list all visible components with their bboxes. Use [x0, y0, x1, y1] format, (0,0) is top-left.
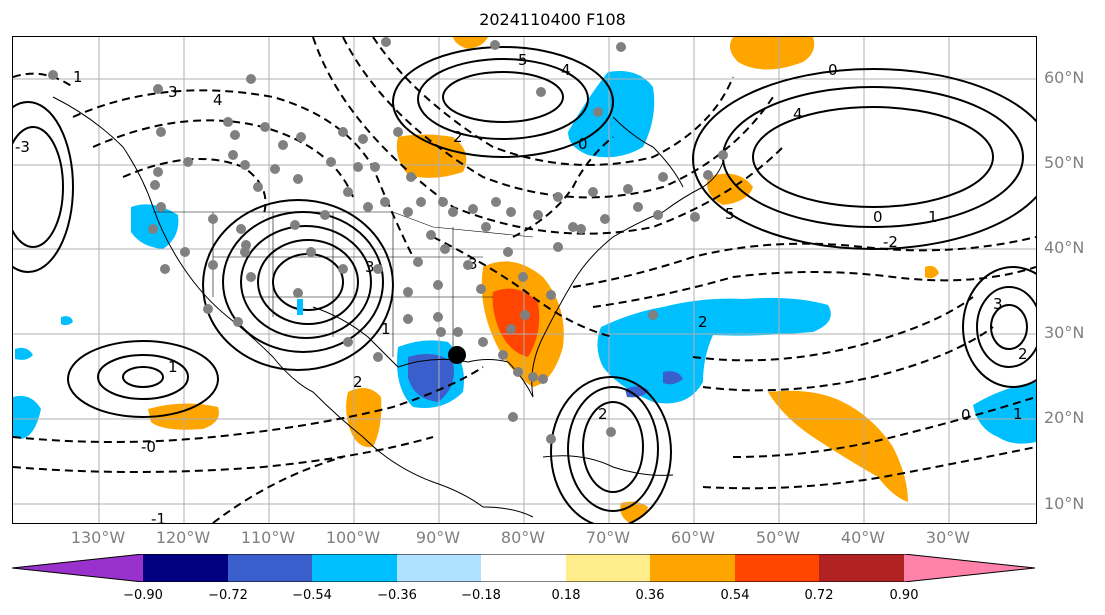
colorbar-tick: −0.90	[123, 588, 163, 603]
colorbar-segment	[904, 554, 1035, 582]
colorbar-segment	[481, 554, 566, 582]
strong-negative-anomaly	[408, 353, 454, 402]
negative-anomaly	[297, 299, 303, 315]
colorbar-tick: 0.72	[804, 588, 834, 603]
contour-label: 0	[828, 61, 838, 79]
contour-label: 0	[961, 406, 971, 424]
contour-label: 2	[598, 405, 608, 423]
contour-label: 4	[213, 91, 223, 109]
positive-anomaly	[346, 388, 382, 448]
contour-label: 1	[928, 208, 938, 226]
contour-label: 1	[1013, 405, 1023, 423]
contour-labels: 5 4 3 2 1 0 -0 -1 5 3 4 1 -3 -2 2 0 3 1 …	[15, 51, 1028, 523]
marked-location-dot	[448, 346, 466, 364]
colorbar-tick: 0.90	[889, 588, 919, 603]
lat-label: 10°N	[1044, 494, 1085, 513]
station-markers	[48, 37, 728, 444]
contour-label: -2	[883, 233, 898, 251]
contour-label: 1	[168, 358, 178, 376]
colorbar-segment	[650, 554, 735, 582]
lon-label: 80°W	[500, 528, 546, 547]
lon-label: 90°W	[415, 528, 461, 547]
strong-negative-anomaly	[663, 371, 683, 385]
lon-label: 120°W	[155, 528, 211, 547]
negative-anomaly	[13, 395, 41, 439]
contour-label: 3	[365, 258, 375, 276]
contour-label: 2	[353, 373, 363, 391]
contour-label: 3	[993, 295, 1003, 313]
colorbar	[11, 553, 1036, 586]
contour-label: 0	[578, 135, 588, 153]
colorbar-segment	[735, 554, 819, 582]
contour-label: 2	[698, 313, 708, 331]
negative-anomaly	[15, 347, 33, 360]
colorbar-tick: −0.72	[208, 588, 248, 603]
negative-anomaly	[597, 297, 831, 404]
lat-label: 30°N	[1044, 323, 1085, 342]
lon-label: 110°W	[240, 528, 296, 547]
lat-label: 20°N	[1044, 408, 1085, 427]
contour-label: -3	[15, 138, 30, 156]
contour-label: 1	[381, 320, 391, 338]
map-title: 2024110400 F108	[479, 10, 626, 29]
positive-anomaly	[925, 265, 939, 279]
contour-label: 3	[168, 83, 178, 101]
contour-label: 1	[73, 68, 83, 86]
colorbar-tick: 0.36	[635, 588, 665, 603]
colorbar-tick: −0.18	[461, 588, 501, 603]
contour-label: -1	[151, 510, 166, 523]
lon-label: 130°W	[70, 528, 126, 547]
colorbar-segment	[143, 554, 228, 582]
lon-label: 70°W	[585, 528, 631, 547]
lon-label: 30°W	[925, 528, 971, 547]
contour-label: 4	[793, 105, 803, 123]
lon-label: 50°W	[755, 528, 801, 547]
positive-anomaly	[768, 390, 908, 502]
contour-label: 0	[873, 208, 883, 226]
colorbar-segment	[397, 554, 481, 582]
lon-label: 100°W	[325, 528, 381, 547]
positive-anomaly	[453, 37, 488, 49]
contour-label: 5	[725, 205, 735, 223]
lon-label: 40°W	[840, 528, 886, 547]
lat-label: 50°N	[1044, 153, 1085, 172]
map-canvas: 5 4 3 2 1 0 -0 -1 5 3 4 1 -3 -2 2 0 3 1 …	[13, 37, 1036, 523]
lat-label: 60°N	[1044, 68, 1085, 87]
colorbar-segment	[566, 554, 650, 582]
colorbar-segment	[312, 554, 397, 582]
colorbar-tick: −0.54	[292, 588, 332, 603]
negative-anomaly	[61, 316, 73, 326]
colorbar-segment	[12, 554, 143, 582]
lon-label: 60°W	[670, 528, 716, 547]
contour-label: 2	[1018, 345, 1028, 363]
colorbar-graphic	[11, 553, 1036, 583]
positive-anomaly	[396, 134, 467, 178]
contour-label: 4	[561, 61, 571, 79]
colorbar-segment	[819, 554, 904, 582]
contour-label: 5	[518, 51, 528, 69]
colorbar-tick: 0.18	[551, 588, 581, 603]
colorbar-segment	[228, 554, 312, 582]
colorbar-tick: 0.54	[720, 588, 750, 603]
colorbar-tick: −0.36	[377, 588, 417, 603]
lat-label: 40°N	[1044, 238, 1085, 257]
negative-anomaly	[973, 382, 1036, 444]
positive-anomaly	[729, 37, 815, 70]
map-panel: 5 4 3 2 1 0 -0 -1 5 3 4 1 -3 -2 2 0 3 1 …	[12, 36, 1037, 524]
strong-positive-anomaly	[492, 288, 540, 357]
contour-label: 2	[453, 128, 463, 146]
contour-label: -0	[141, 438, 156, 456]
